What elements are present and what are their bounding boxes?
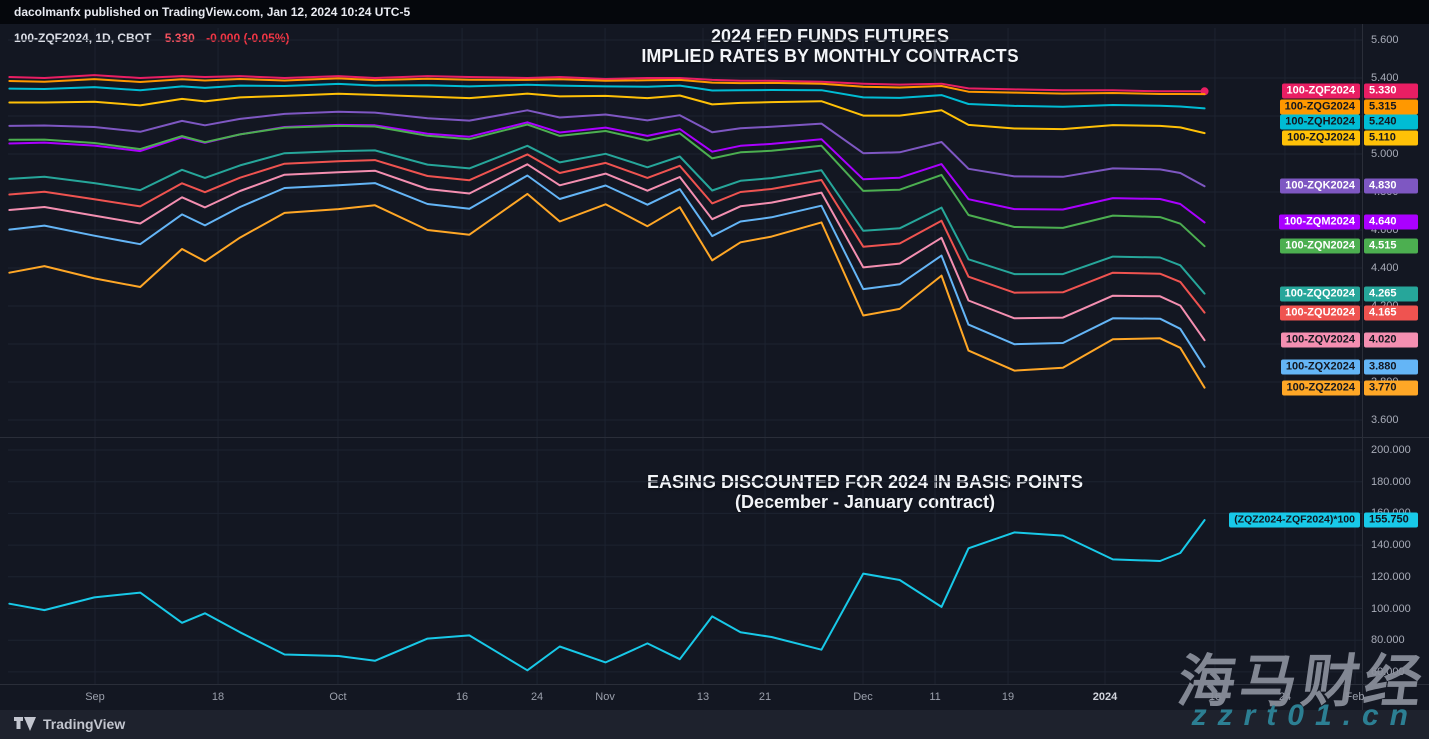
tradingview-logo[interactable]: TradingView: [14, 716, 125, 732]
series-line-100-ZQJ2024: [8, 92, 1206, 135]
time-scale-tick: 21: [758, 691, 772, 703]
series-line--ZQZ2024-ZQF2024-100: [8, 519, 1206, 672]
series-name-label: 100-ZQN2024: [1280, 238, 1360, 254]
series-name-label: (ZQZ2024-ZQF2024)*100: [1229, 512, 1360, 528]
series-price-label: 4.165: [1364, 305, 1418, 321]
series-name-label: 100-ZQV2024: [1280, 332, 1360, 348]
pane-divider[interactable]: [0, 437, 1429, 438]
series-price-label: 3.770: [1364, 380, 1418, 396]
series-line-100-ZQZ2024: [8, 192, 1206, 389]
series-price-label: 5.240: [1364, 114, 1418, 130]
time-scale-tick: 16: [455, 691, 469, 703]
series-name-label: 100-ZQF2024: [1281, 83, 1360, 99]
series-name-label: 100-ZQQ2024: [1279, 286, 1360, 302]
time-scale-tick: 11: [929, 691, 941, 703]
price-scale-tick: 4.400: [1371, 262, 1399, 274]
time-scale-tick: Sep: [85, 691, 105, 703]
series-price-label: 4.830: [1364, 178, 1418, 194]
time-scale-tick: 16: [1208, 691, 1222, 703]
series-name-label: 100-ZQX2024: [1280, 359, 1360, 375]
publish-banner: dacolmanfx published on TradingView.com,…: [0, 0, 1429, 24]
chart-canvas[interactable]: [8, 28, 1362, 684]
series-price-label: 4.020: [1364, 332, 1418, 348]
time-scale-tick: Dec: [853, 691, 873, 703]
series-name-label: 100-ZQM2024: [1279, 214, 1360, 230]
series-price-label: 5.110: [1364, 130, 1418, 146]
series-name-label: 100-ZQZ2024: [1281, 380, 1360, 396]
time-scale-tick: 18: [211, 691, 225, 703]
price-scale-tick: 100.000: [1371, 602, 1411, 615]
price-scale-tick: 3.600: [1371, 414, 1399, 426]
chart-panes[interactable]: [8, 28, 1362, 684]
series-price-label: 4.640: [1364, 214, 1418, 230]
series-line-100-ZQN2024: [8, 123, 1206, 248]
footer-bar: TradingView: [0, 710, 1429, 739]
top-pane-title: 2024 FED FUNDS FUTURES IMPLIED RATES BY …: [641, 26, 1018, 66]
time-scale-tick: Nov: [595, 691, 615, 703]
series-line-100-ZQF2024: [8, 74, 1206, 93]
time-scale-tick: Feb: [1345, 691, 1365, 703]
series-line-100-ZQQ2024: [8, 144, 1206, 295]
symbol-change: -0.000 (-0.05%): [206, 31, 290, 45]
series-name-label: 100-ZQJ2024: [1282, 130, 1360, 146]
symbol-last-price: 5.330: [164, 31, 195, 45]
tradingview-mark-icon: [14, 716, 36, 731]
time-scale[interactable]: Sep 18 Oct 16 24 Nov 13 21 Dec 11 19 2024 16 24 Feb: [0, 684, 1429, 710]
tradingview-wordmark: TradingView: [43, 716, 126, 732]
price-scale-tick: 80.000: [1371, 634, 1405, 647]
time-scale-tick: 19: [1001, 691, 1015, 703]
series-name-label: 100-ZQG2024: [1279, 99, 1360, 115]
series-line-100-ZQH2024: [8, 82, 1206, 110]
watermark-site: zzrt01.cn: [1191, 699, 1419, 732]
price-scale-tick: 5.600: [1371, 34, 1399, 46]
price-scale-tick: 5.400: [1371, 72, 1399, 84]
series-line-100-ZQX2024: [8, 174, 1206, 368]
price-scale-tick: 5.000: [1371, 148, 1399, 160]
bottom-pane-title-line2: (December - January contract): [734, 492, 996, 512]
time-scale-tick: 2024: [1092, 691, 1118, 703]
series-line-100-ZQU2024: [8, 153, 1206, 314]
series-line-100-ZQK2024: [8, 109, 1206, 188]
price-scale-tick: 200.000: [1371, 444, 1411, 456]
top-pane-title-line1: 2024 FED FUNDS FUTURES: [710, 26, 950, 46]
series-name-label: 100-ZQK2024: [1280, 178, 1360, 194]
price-scale-tick: 120.000: [1371, 570, 1411, 583]
series-name-label: 100-ZQH2024: [1280, 114, 1360, 130]
series-price-label: 4.265: [1364, 286, 1418, 302]
time-scale-tick: 13: [696, 691, 710, 703]
series-line-100-ZQV2024: [8, 163, 1206, 342]
series-price-label: 5.330: [1364, 83, 1418, 99]
price-scale-tick: 60.000: [1371, 665, 1405, 678]
series-price-label: 5.315: [1364, 99, 1418, 115]
series-price-label: 3.880: [1364, 359, 1418, 375]
symbol-name[interactable]: 100-ZQF2024, 1D, CBOT: [14, 31, 152, 45]
symbol-legend[interactable]: 100-ZQF2024, 1D, CBOT 5.330 -0.000 (-0.0…: [14, 31, 289, 45]
series-line-100-ZQG2024: [8, 77, 1206, 96]
time-scale-tick: Oct: [329, 691, 347, 703]
series-price-label: 4.515: [1364, 238, 1418, 254]
time-scale-tick: 24: [1278, 691, 1292, 703]
top-pane-title-line2: IMPLIED RATES BY MONTHLY CONTRACTS: [641, 46, 1019, 66]
price-scale-tick: 140.000: [1371, 539, 1411, 552]
series-price-label: 155.750: [1364, 512, 1418, 528]
publish-banner-text: dacolmanfx published on TradingView.com,…: [14, 5, 411, 19]
time-scale-tick: 24: [530, 691, 544, 703]
series-name-label: 100-ZQU2024: [1280, 305, 1360, 321]
price-scale-tick: 180.000: [1371, 475, 1411, 488]
